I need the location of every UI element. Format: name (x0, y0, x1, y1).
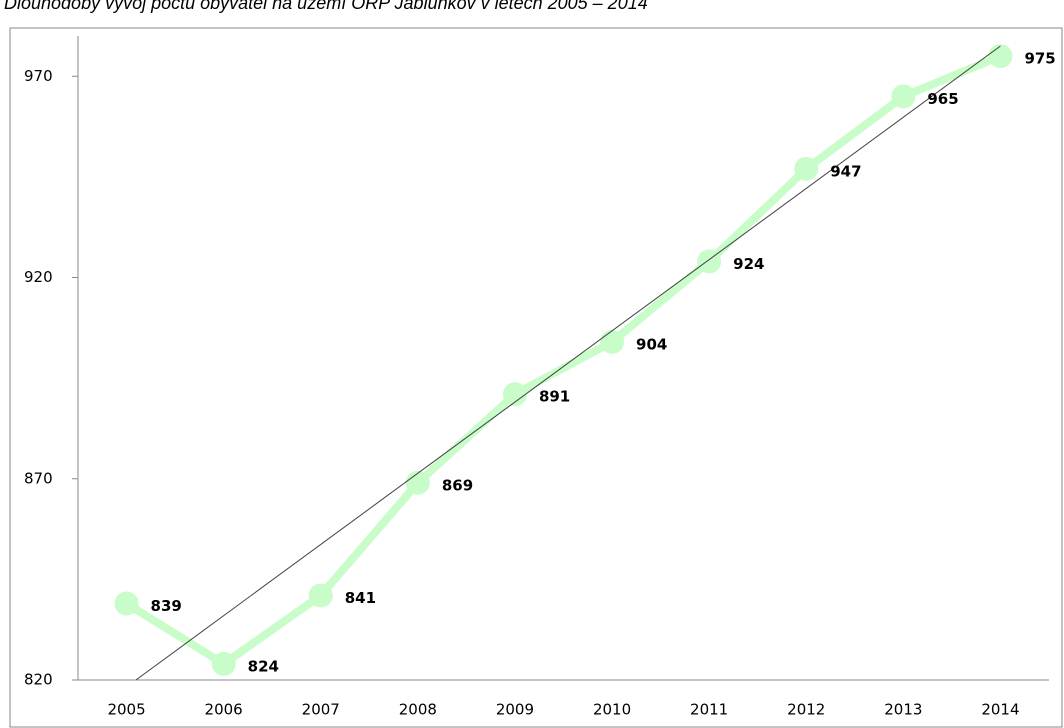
data-label: 891 (539, 388, 570, 406)
trendline (135, 45, 1001, 681)
data-label: 824 (248, 657, 279, 675)
x-tick-label: 2010 (593, 701, 631, 719)
chart-frame (9, 27, 1063, 728)
marker (988, 44, 1013, 69)
x-tick-label: 2006 (205, 701, 243, 719)
series-line (124, 52, 1002, 668)
data-label: 904 (636, 335, 667, 353)
y-tick-label: 870 (24, 469, 53, 487)
data-label: 869 (442, 476, 473, 494)
marker (308, 583, 333, 608)
marker (600, 329, 625, 354)
data-label: 947 (830, 162, 861, 180)
x-tick-label: 2013 (884, 701, 922, 719)
chart-title: Dlouhodobý vývoj počtu obyvatel na území… (4, 0, 648, 13)
x-tick-label: 2009 (496, 701, 534, 719)
x-tick-label: 2011 (690, 701, 728, 719)
data-label: 841 (345, 589, 376, 607)
marker (211, 651, 236, 676)
data-label: 924 (733, 255, 764, 273)
marker (114, 591, 139, 616)
data-label: 975 (1024, 50, 1055, 68)
y-tick-label: 920 (24, 268, 53, 286)
data-label: 965 (927, 90, 958, 108)
data-label: 839 (151, 597, 182, 615)
marker (502, 382, 527, 407)
x-tick-label: 2014 (981, 701, 1019, 719)
x-tick-label: 2005 (107, 701, 145, 719)
y-tick-label: 970 (24, 67, 53, 85)
marker (405, 470, 430, 495)
x-tick-label: 2012 (787, 701, 825, 719)
y-tick-label: 820 (24, 671, 53, 689)
x-tick-label: 2008 (399, 701, 437, 719)
marker (891, 84, 916, 109)
marker (794, 156, 819, 181)
x-tick-label: 2007 (302, 701, 340, 719)
